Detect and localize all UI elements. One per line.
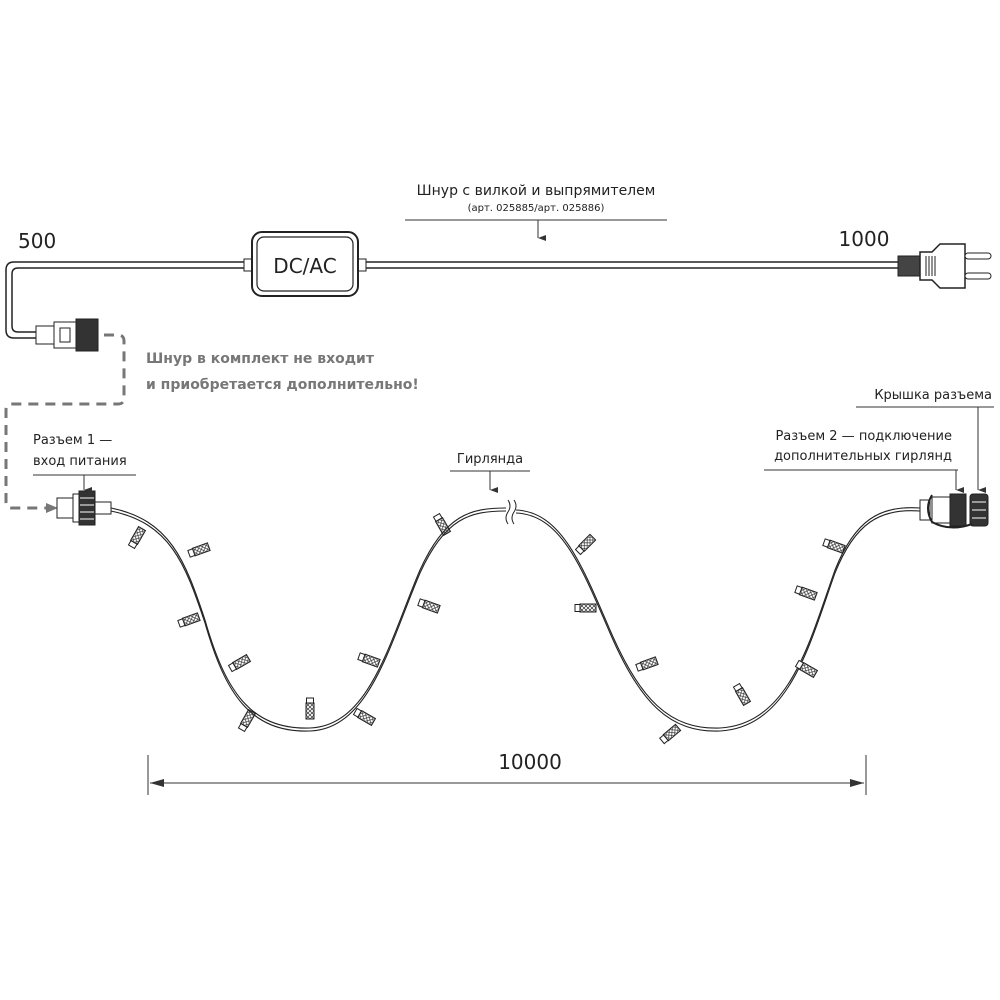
garland-bulbs	[127, 512, 846, 745]
connector-1-icon	[56, 490, 112, 526]
note-line-2: и приобретается дополнительно!	[146, 377, 419, 393]
led-bulb-icon	[432, 512, 452, 537]
cap-label: Крышка разъема	[874, 388, 992, 403]
connector-cap-icon	[927, 493, 989, 529]
plug-icon	[897, 243, 992, 289]
led-bulb-icon	[794, 585, 818, 601]
connector-2-label-line-2: дополнительных гирлянд	[774, 449, 952, 464]
dimension-label: 10000	[498, 750, 562, 774]
connector-2-icon	[919, 493, 967, 527]
power-cord: DC/AC 500 1000 Шнур с вилкой и выпрямите…	[5, 183, 992, 352]
wire-strand	[515, 510, 921, 732]
led-bulb-icon	[177, 612, 201, 628]
led-bulb-icon	[127, 525, 147, 550]
wire-strand	[110, 507, 507, 729]
led-bulb-icon	[187, 542, 211, 558]
garland-label: Гирлянда	[457, 452, 523, 467]
connector-2-label-line-1: Разъем 2 — подключение	[775, 429, 952, 444]
dimension-line	[147, 755, 867, 795]
cord-article: (арт. 025885/арт. 025886)	[468, 203, 605, 214]
led-bulb-icon	[305, 697, 315, 720]
led-bulb-icon	[574, 603, 597, 613]
led-bulb-icon	[227, 653, 252, 673]
connector-1-label-line-1: Разъем 1 —	[33, 433, 112, 448]
led-bulb-icon	[794, 659, 819, 679]
cord-title: Шнур с вилкой и выпрямителем	[417, 183, 656, 199]
converter-label: DC/AC	[273, 254, 336, 278]
led-bulb-icon	[237, 708, 257, 733]
led-bulb-icon	[574, 533, 597, 556]
break-symbol-icon	[505, 499, 517, 525]
wire-strand	[515, 507, 921, 729]
dashed-arrow-head	[46, 503, 58, 513]
cord-length-left: 500	[18, 229, 56, 253]
led-bulb-icon	[732, 682, 752, 707]
led-bulb-icon	[357, 652, 381, 668]
led-bulb-icon	[417, 598, 441, 614]
led-bulb-icon	[635, 656, 659, 672]
garland-wire	[110, 507, 921, 732]
led-bulb-icon	[822, 538, 846, 554]
cord-length-right: 1000	[839, 227, 890, 251]
connector-1-label-line-2: вход питания	[33, 454, 127, 469]
dc-ac-converter-box: DC/AC	[251, 231, 359, 297]
led-bulb-icon	[352, 707, 377, 727]
wire-strand	[110, 510, 507, 732]
cord-connector-icon	[35, 318, 99, 352]
led-bulb-icon	[659, 723, 682, 745]
dashed-connection-line	[4, 333, 126, 510]
note-line-1: Шнур в комплект не входит	[146, 351, 375, 367]
